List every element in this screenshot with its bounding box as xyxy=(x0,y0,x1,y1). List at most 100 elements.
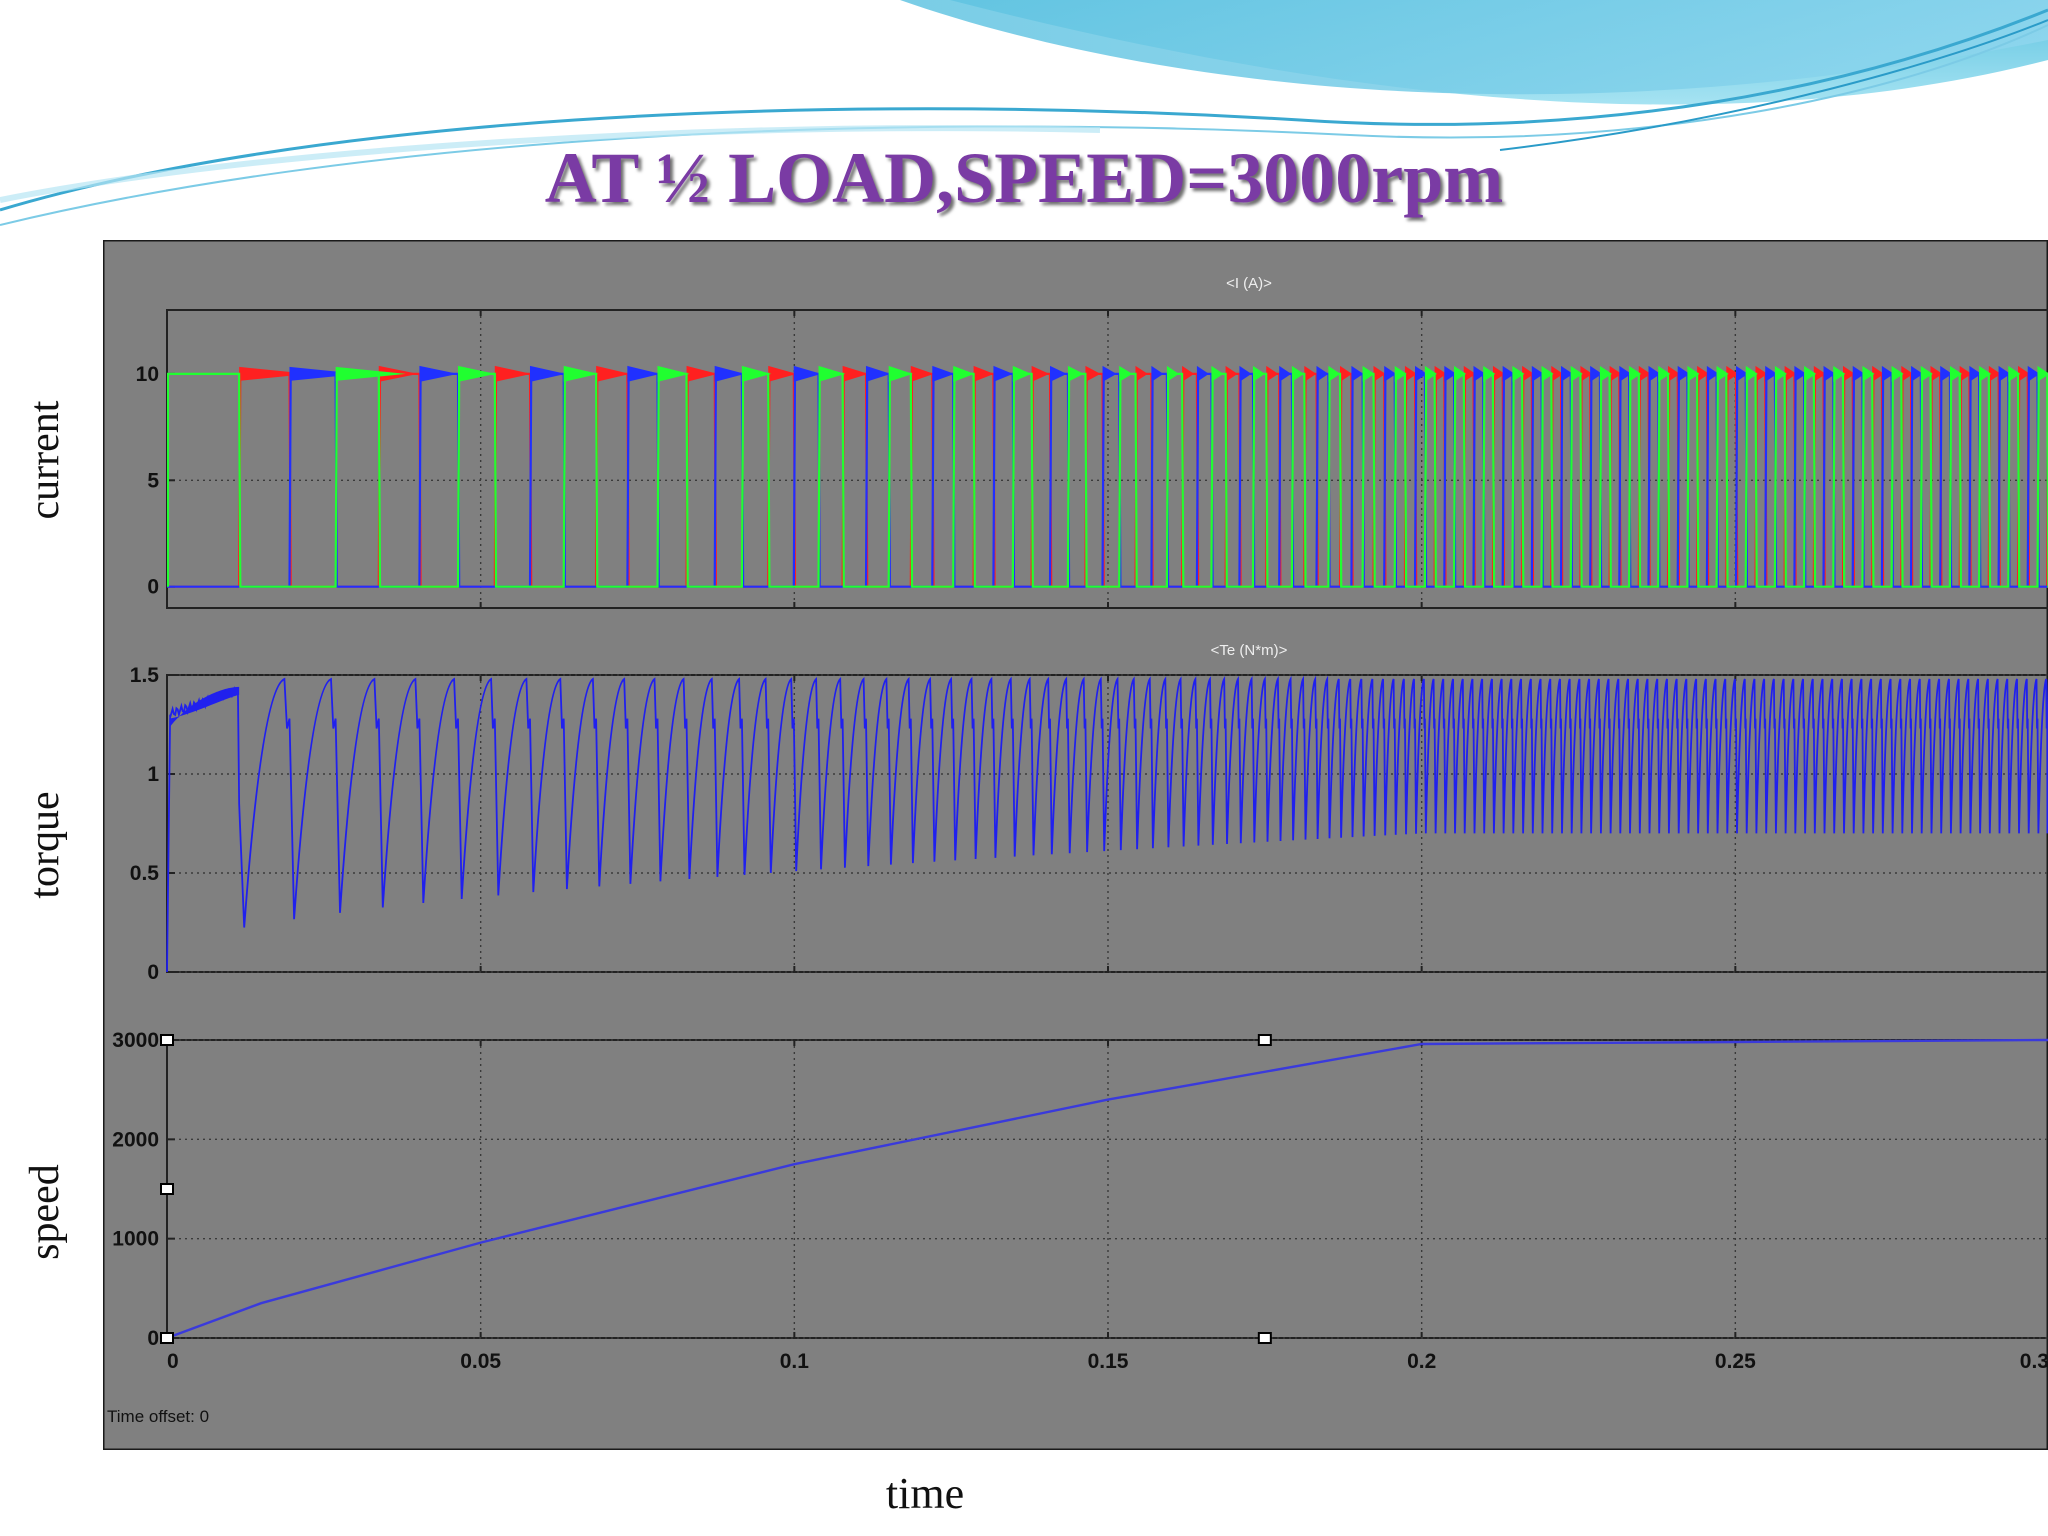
commutation-spike xyxy=(1239,365,1252,382)
commutation-spike xyxy=(1677,365,1690,382)
commutation-spike xyxy=(1434,365,1447,382)
commutation-spike xyxy=(1988,365,2001,382)
commutation-spike xyxy=(1541,365,1554,382)
commutation-spike xyxy=(1784,365,1797,382)
phase-current-green xyxy=(167,372,2048,588)
commutation-spike xyxy=(1745,365,1758,382)
commutation-spike xyxy=(1328,365,1341,382)
commutation-spike xyxy=(1279,365,1292,382)
commutation-spike xyxy=(1119,365,1133,382)
commutation-spike xyxy=(932,365,955,382)
x-tick-label: 0.1 xyxy=(780,1350,810,1373)
slide-title: AT ½ LOAD,SPEED=3000rpm xyxy=(544,138,1504,218)
commutation-spike xyxy=(1196,365,1209,382)
commutation-spike xyxy=(1454,365,1467,382)
torque-plot-title: <Te (N*m)> xyxy=(1211,642,1288,659)
commutation-spike xyxy=(1736,365,1749,382)
commutation-spike xyxy=(1415,365,1428,382)
commutation-spike xyxy=(1166,365,1179,382)
commutation-spike xyxy=(1813,365,1826,382)
y-tick-label: 1000 xyxy=(112,1228,159,1251)
commutation-spike xyxy=(1697,365,1710,382)
commutation-spike xyxy=(1373,365,1386,382)
time-offset-label: Time offset: 0 xyxy=(107,1407,209,1426)
commutation-spike xyxy=(1266,365,1279,382)
commutation-spike xyxy=(657,365,690,382)
commutation-spike xyxy=(1444,365,1457,382)
commutation-spike xyxy=(953,365,975,382)
commutation-spike xyxy=(1872,365,1885,382)
commutation-spike xyxy=(1404,365,1417,382)
commutation-spike xyxy=(1706,365,1719,382)
commutation-spike xyxy=(768,365,797,382)
commutation-spike xyxy=(973,365,994,382)
x-tick-label: 0.3 xyxy=(2020,1350,2048,1373)
commutation-spike xyxy=(910,365,934,382)
commutation-spike xyxy=(1862,365,1875,382)
commutation-spike xyxy=(1570,365,1583,382)
commutation-spike xyxy=(1648,365,1661,382)
y-tick-label: 0 xyxy=(147,961,159,984)
commutation-spike xyxy=(1531,365,1544,382)
commutation-spike xyxy=(1901,365,1914,382)
commutation-spike xyxy=(1969,365,1982,382)
commutation-spike xyxy=(2027,365,2040,382)
current-plot: <I (A)> 0 5 10 xyxy=(136,275,2048,609)
commutation-spike xyxy=(335,366,406,381)
commutation-spike xyxy=(563,365,599,382)
commutation-spike xyxy=(1291,365,1304,382)
commutation-spike xyxy=(1067,365,1084,382)
commutation-spike xyxy=(1394,365,1407,382)
commutation-spike xyxy=(1774,365,1787,382)
commutation-spike xyxy=(1638,365,1651,382)
scope-handle xyxy=(1257,1332,1272,1344)
commutation-spike xyxy=(1949,365,1962,382)
commutation-spike xyxy=(2018,365,2031,382)
x-tick-label: 0.25 xyxy=(1715,1350,1756,1373)
commutation-spike xyxy=(1940,365,1953,382)
commutation-spike xyxy=(1599,365,1612,382)
commutation-spike xyxy=(1102,365,1117,382)
commutation-spike xyxy=(1339,365,1352,382)
commutation-spike xyxy=(1012,365,1032,382)
commutation-spike xyxy=(1609,365,1622,382)
commutation-spike xyxy=(741,365,772,382)
commutation-spike xyxy=(1658,365,1671,382)
commutation-spike xyxy=(1560,365,1573,382)
commutation-spike xyxy=(1050,365,1067,382)
x-tick-label: 0.2 xyxy=(1407,1350,1436,1373)
commutation-spike xyxy=(1590,365,1603,382)
commutation-spike xyxy=(2037,365,2048,382)
commutation-spike xyxy=(1351,365,1364,382)
commutation-spike xyxy=(842,365,869,382)
commutation-spike xyxy=(1502,365,1515,382)
commutation-spike xyxy=(239,366,310,381)
commutation-spike xyxy=(1833,365,1846,382)
commutation-spike xyxy=(1580,365,1593,382)
commutation-spike xyxy=(1852,365,1865,382)
commutation-spike xyxy=(1362,365,1375,382)
commutation-spike xyxy=(686,365,718,382)
commutation-spike xyxy=(1522,365,1535,382)
y-tick-label: 0.5 xyxy=(130,862,160,885)
current-plot-title: <I (A)> xyxy=(1226,275,1272,292)
commutation-spike xyxy=(1998,365,2011,382)
commutation-spike xyxy=(1512,365,1525,382)
commutation-spike xyxy=(1085,365,1101,382)
commutation-spike xyxy=(1930,365,1943,382)
commutation-spike xyxy=(1891,365,1904,382)
commutation-spike xyxy=(1911,365,1924,382)
y-tick-label: 0 xyxy=(147,1327,159,1350)
torque-plot: <Te (N*m)> 0 0.5 1 1.5 xyxy=(130,642,2048,984)
commutation-spike xyxy=(1492,365,1505,382)
commutation-spike xyxy=(1304,365,1317,382)
speed-plot: 0 1000 2000 3000 0 0.05 0.1 0.15 0.2 0.25 0.3 xyxy=(112,1029,2048,1373)
y-tick-label: 5 xyxy=(147,469,159,492)
commutation-spike xyxy=(2008,365,2021,382)
y-tick-label: 3000 xyxy=(112,1029,159,1052)
commutation-spike xyxy=(627,365,661,382)
commutation-spike xyxy=(1182,365,1195,382)
scope-handle xyxy=(1257,1034,1272,1046)
commutation-spike xyxy=(289,366,360,381)
commutation-spike xyxy=(865,365,891,382)
